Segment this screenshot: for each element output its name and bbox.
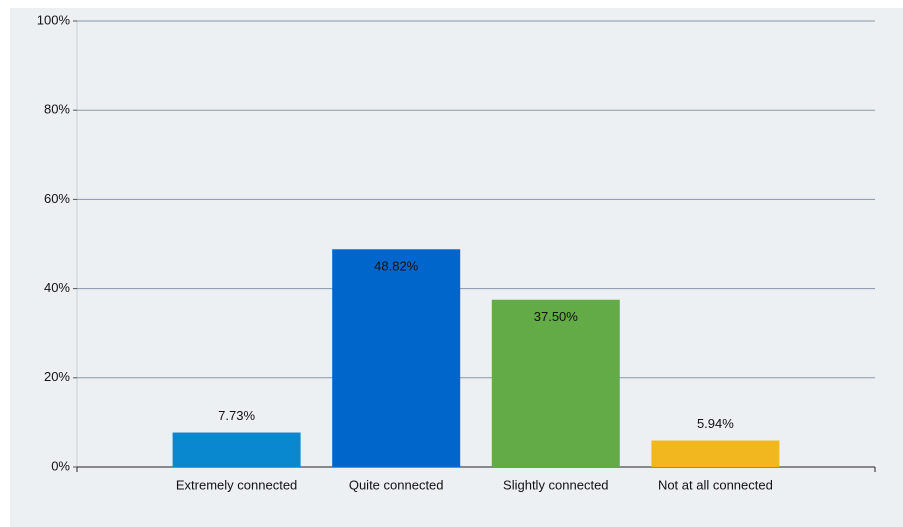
- y-tick-label: 80%: [44, 102, 70, 117]
- value-label: 7.73%: [218, 408, 255, 423]
- bar: [332, 249, 461, 467]
- y-tick-label: 20%: [44, 369, 70, 384]
- y-tick-label: 100%: [37, 12, 71, 27]
- value-label: 5.94%: [697, 416, 734, 431]
- bar: [491, 299, 620, 467]
- x-tick-label: Slightly connected: [503, 477, 609, 492]
- x-tick-label: Quite connected: [349, 477, 444, 492]
- bar: [172, 432, 301, 467]
- bar: [651, 440, 780, 467]
- y-tick-label: 60%: [44, 191, 70, 206]
- y-tick-label: 40%: [44, 280, 70, 295]
- x-tick-label: Extremely connected: [176, 477, 297, 492]
- y-tick-label: 0%: [51, 458, 70, 473]
- x-tick-label: Not at all connected: [658, 477, 773, 492]
- value-label: 37.50%: [534, 309, 579, 324]
- value-label: 48.82%: [374, 259, 419, 274]
